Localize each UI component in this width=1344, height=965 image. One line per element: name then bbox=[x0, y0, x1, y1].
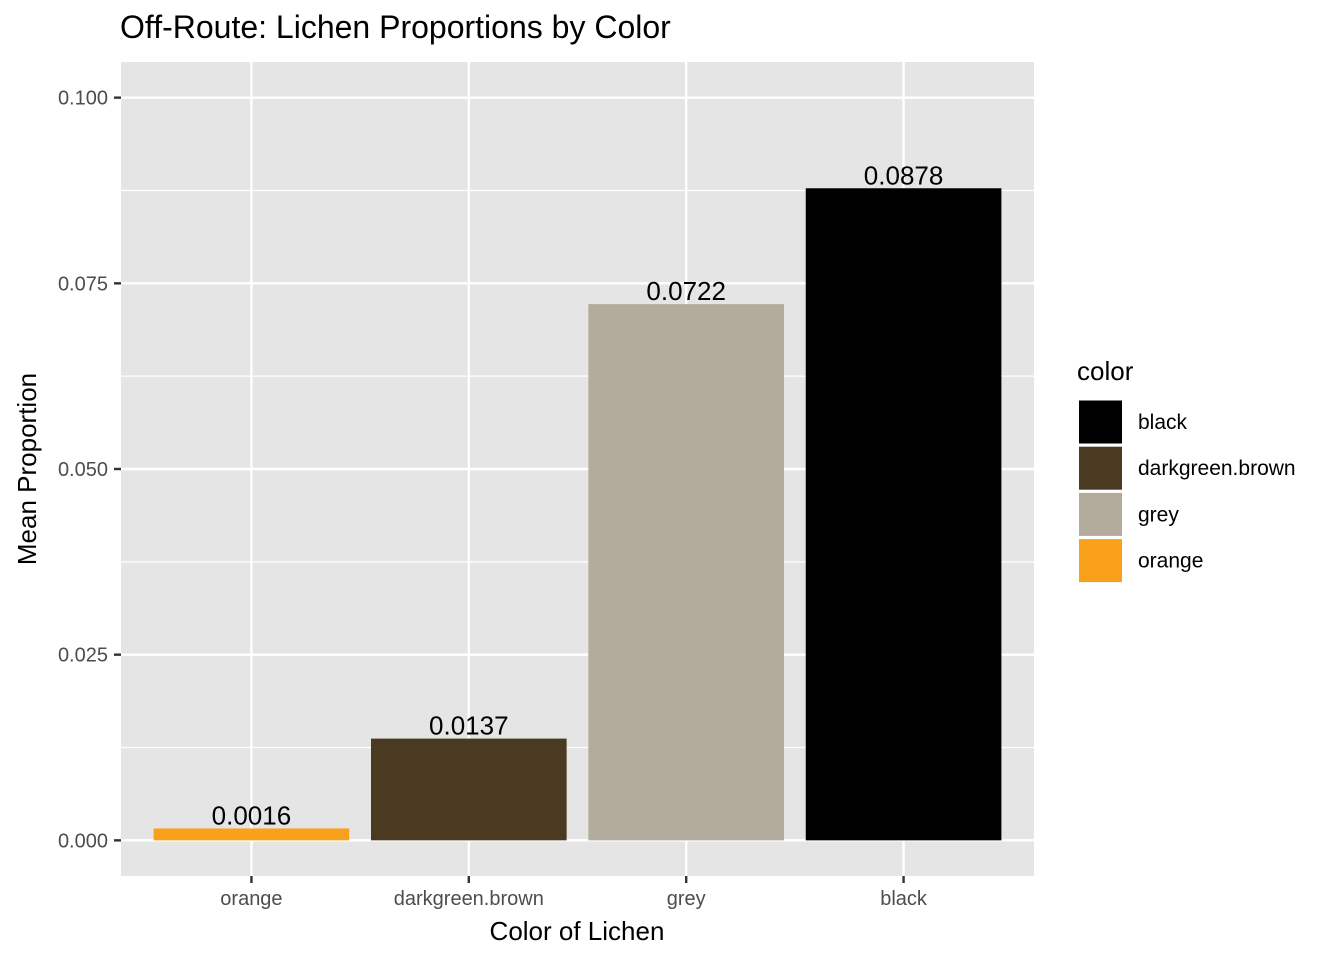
bars bbox=[153, 188, 1002, 841]
legend-label: darkgreen.brown bbox=[1138, 457, 1296, 480]
bar-value-labels: 0.0016 0.0137 0.0722 0.0878 bbox=[212, 160, 944, 830]
legend-title: color bbox=[1077, 356, 1134, 386]
chart-title: Off-Route: Lichen Proportions by Color bbox=[120, 9, 671, 45]
x-tick-label: black bbox=[880, 888, 928, 910]
y-axis-title: Mean Proportion bbox=[12, 373, 42, 565]
legend: color black darkgreen.brown grey orange bbox=[1077, 356, 1296, 583]
bar-orange bbox=[153, 828, 350, 841]
y-tick-label: 0.000 bbox=[58, 830, 108, 852]
legend-swatch-darkgreen.brown bbox=[1079, 446, 1122, 490]
legend-label: grey bbox=[1138, 503, 1179, 526]
legend-swatch-grey bbox=[1079, 492, 1122, 536]
bar-value-label: 0.0137 bbox=[429, 711, 509, 741]
y-tick-label: 0.025 bbox=[58, 645, 108, 667]
bar-grey bbox=[588, 304, 785, 841]
legend-swatch-orange bbox=[1079, 539, 1122, 583]
y-axis: 0.000 0.025 0.050 0.075 0.100 bbox=[58, 88, 121, 852]
x-tick-label: grey bbox=[667, 888, 706, 910]
bar-black bbox=[805, 188, 1002, 841]
bar-value-label: 0.0722 bbox=[646, 276, 726, 306]
legend-label: black bbox=[1138, 411, 1188, 434]
x-tick-label: darkgreen.brown bbox=[394, 888, 544, 910]
bar-value-label: 0.0878 bbox=[864, 160, 944, 190]
bar-value-label: 0.0016 bbox=[212, 800, 292, 830]
x-tick-label: orange bbox=[220, 888, 282, 910]
x-axis-title: Color of Lichen bbox=[490, 916, 665, 946]
y-tick-label: 0.100 bbox=[58, 88, 108, 110]
bar-darkgreen.brown bbox=[370, 738, 567, 841]
legend-swatch-black bbox=[1079, 400, 1122, 444]
x-axis: orange darkgreen.brown grey black bbox=[220, 876, 928, 910]
y-tick-label: 0.075 bbox=[58, 273, 108, 295]
legend-label: orange bbox=[1138, 550, 1203, 573]
y-tick-label: 0.050 bbox=[58, 459, 108, 481]
